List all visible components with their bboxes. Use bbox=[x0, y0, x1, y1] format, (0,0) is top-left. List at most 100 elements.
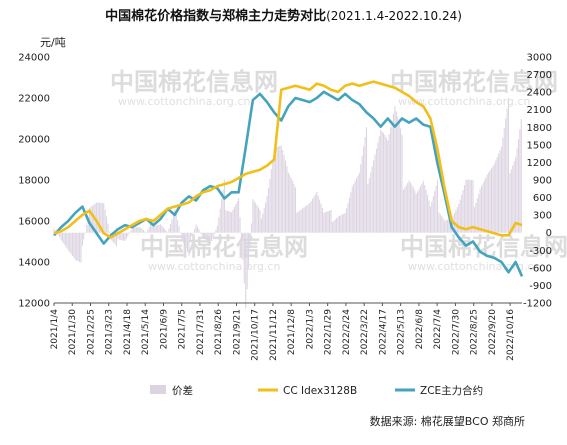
spread-bar bbox=[391, 120, 393, 233]
spread-bar bbox=[181, 232, 183, 240]
spread-bar bbox=[334, 219, 336, 233]
spread-bar bbox=[304, 206, 306, 233]
x-tick-label: 2022/2/24 bbox=[342, 309, 352, 355]
spread-bar bbox=[235, 204, 237, 233]
spread-bar bbox=[184, 232, 186, 246]
spread-bar bbox=[253, 201, 255, 233]
spread-bar bbox=[459, 199, 461, 233]
cc_index-line bbox=[53, 80, 523, 239]
spread-bar bbox=[228, 211, 230, 233]
spread-bar bbox=[472, 180, 474, 233]
spread-bar bbox=[461, 194, 463, 233]
spread-bar bbox=[249, 232, 251, 247]
spread-bar bbox=[81, 232, 83, 246]
spread-bar bbox=[118, 232, 120, 240]
spread-bar bbox=[397, 116, 399, 233]
spread-bar bbox=[243, 232, 245, 284]
x-tick-label: 2022/9/20 bbox=[488, 309, 498, 355]
left-tick-label: 16000 bbox=[18, 217, 50, 228]
spread-bar bbox=[513, 161, 515, 233]
left-tick-label: 24000 bbox=[18, 53, 50, 64]
left-tick-label: 20000 bbox=[18, 135, 50, 146]
spread-bar bbox=[371, 166, 373, 233]
spread-bar bbox=[409, 182, 412, 233]
spread-bar bbox=[195, 224, 197, 233]
spread-bar bbox=[370, 172, 372, 233]
spread-bar bbox=[131, 227, 133, 233]
spread-bar bbox=[309, 203, 311, 233]
spread-bar bbox=[117, 232, 119, 240]
spread-bar bbox=[188, 232, 190, 256]
spread-bar bbox=[392, 113, 394, 233]
spread-bar bbox=[198, 229, 200, 233]
spread-bar bbox=[394, 106, 396, 233]
spread-bar bbox=[191, 232, 193, 237]
spread-bar bbox=[424, 185, 426, 233]
spread-bar bbox=[471, 180, 473, 233]
right-tick-label: -1200 bbox=[523, 299, 552, 310]
spread-bar bbox=[148, 227, 150, 233]
spread-bar bbox=[270, 169, 272, 233]
spread-bar bbox=[340, 215, 342, 233]
spread-bar bbox=[212, 232, 214, 238]
watermark-url: www.cottonchina.org.cn bbox=[118, 95, 250, 108]
spread-bar bbox=[468, 179, 470, 233]
spread-bar bbox=[407, 182, 409, 233]
spread-bar bbox=[76, 232, 78, 261]
spread-bar bbox=[142, 230, 145, 233]
spread-bar bbox=[385, 137, 387, 233]
spread-bar bbox=[428, 200, 430, 233]
spread-bar bbox=[442, 218, 444, 233]
spread-bar bbox=[466, 179, 468, 233]
right-tick-label: 300 bbox=[533, 211, 552, 222]
spread-bar bbox=[130, 230, 132, 233]
spread-bar bbox=[236, 201, 238, 233]
spread-bar bbox=[162, 227, 164, 233]
spread-bar bbox=[439, 213, 441, 233]
spread-bar bbox=[361, 155, 363, 233]
x-tick-label: 2022/3/22 bbox=[360, 309, 370, 355]
spread-bar bbox=[255, 203, 257, 233]
spread-bar bbox=[73, 232, 75, 258]
spread-bar bbox=[326, 211, 328, 233]
spread-bar bbox=[364, 136, 366, 233]
spread-bar bbox=[159, 224, 162, 233]
spread-bar bbox=[475, 203, 477, 233]
spread-bar bbox=[476, 198, 478, 233]
spread-bar bbox=[287, 172, 289, 233]
right-tick-label: -300 bbox=[529, 246, 552, 257]
spread-bar bbox=[311, 198, 314, 233]
spread-bar bbox=[79, 232, 81, 262]
watermark-text: 中国棉花信息网 bbox=[400, 233, 567, 261]
spread-bar bbox=[512, 165, 514, 233]
spread-bar bbox=[128, 232, 130, 234]
spread-bar bbox=[245, 232, 247, 309]
spread-bar bbox=[429, 206, 431, 233]
right-tick-label: 0 bbox=[546, 228, 552, 239]
spread-bar bbox=[436, 180, 439, 233]
spread-bar bbox=[289, 175, 291, 233]
spread-bar bbox=[250, 223, 252, 233]
spread-bar bbox=[493, 163, 495, 233]
spread-bar bbox=[248, 232, 250, 269]
spread-bar bbox=[344, 213, 346, 233]
spread-bar bbox=[87, 216, 89, 233]
spread-bar bbox=[168, 228, 170, 233]
spread-bar bbox=[398, 122, 400, 233]
spread-bar bbox=[331, 222, 333, 233]
left-tick-label: 18000 bbox=[18, 176, 50, 187]
spread-bar bbox=[144, 231, 146, 233]
spread-bar bbox=[185, 232, 187, 249]
spread-bar bbox=[300, 209, 302, 233]
spread-bar bbox=[127, 232, 129, 237]
spread-bar bbox=[408, 180, 410, 233]
spread-bar bbox=[516, 148, 518, 233]
chart-title: 中国棉花价格指数与郑棉主力走势对比(2021.1.4-2022.10.24) bbox=[105, 9, 462, 24]
spread-bar bbox=[358, 172, 360, 233]
spread-bar bbox=[363, 146, 365, 233]
spread-bar bbox=[205, 232, 207, 241]
spread-bar bbox=[175, 214, 177, 233]
spread-bar bbox=[259, 209, 261, 233]
spread-bar bbox=[222, 189, 224, 233]
spread-bar bbox=[262, 213, 264, 233]
